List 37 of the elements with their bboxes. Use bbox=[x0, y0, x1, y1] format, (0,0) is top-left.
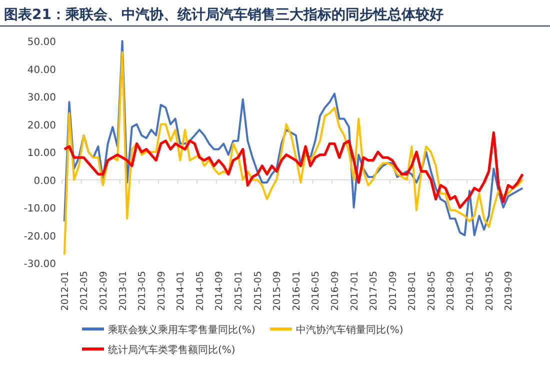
y-tick-label: -20.00 bbox=[24, 231, 56, 242]
x-tick-label: 2018-01 bbox=[407, 271, 418, 311]
x-tick-label: 2017-01 bbox=[349, 271, 360, 311]
y-tick-label: -30.00 bbox=[24, 259, 56, 270]
x-tick-label: 2014-05 bbox=[194, 271, 206, 311]
x-tick-label: 2014-09 bbox=[214, 271, 226, 311]
x-tick-label: 2012-05 bbox=[79, 271, 90, 311]
x-tick-label: 2013-01 bbox=[118, 271, 129, 311]
y-tick-label: 40.00 bbox=[27, 64, 56, 76]
title: 图表21：乘联会、中汽协、统计局汽车销售三大指标的同步性总体较好 bbox=[4, 7, 444, 23]
x-tick-label: 2015-01 bbox=[234, 271, 245, 311]
y-tick-label: 30.00 bbox=[27, 92, 56, 104]
legend-label: 乘联会狭义乘用车零售量同比(%) bbox=[108, 324, 256, 336]
x-tick-label: 2017-05 bbox=[368, 271, 380, 311]
x-tick-label: 2012-09 bbox=[98, 271, 110, 311]
x-tick-label: 2015-09 bbox=[272, 271, 284, 311]
x-tick-label: 2013-09 bbox=[156, 271, 168, 311]
y-tick-label: 0.00 bbox=[34, 176, 56, 187]
y-tick-label: 10.00 bbox=[27, 148, 56, 159]
x-tick-label: 2019-09 bbox=[504, 271, 515, 311]
x-tick-label: 2016-05 bbox=[310, 271, 322, 311]
x-tick-label: 2018-09 bbox=[446, 271, 457, 311]
x-tick-label: 2016-09 bbox=[330, 271, 341, 311]
y-tick-label: 20.00 bbox=[27, 120, 56, 132]
x-tick-label: 2016-01 bbox=[291, 271, 302, 311]
x-tick-label: 2017-09 bbox=[388, 271, 399, 311]
y-tick-label: 50.00 bbox=[27, 37, 56, 48]
x-tick-label: 2019-05 bbox=[484, 271, 496, 311]
legend-label: 中汽协汽车销量同比(%) bbox=[296, 324, 404, 336]
x-tick-label: 2019-01 bbox=[465, 271, 476, 311]
legend-label: 统计局汽车类零售额同比(%) bbox=[108, 344, 236, 356]
x-tick-label: 2013-05 bbox=[137, 271, 148, 311]
x-tick-label: 2014-01 bbox=[176, 271, 187, 311]
x-tick-label: 2015-05 bbox=[252, 271, 264, 311]
x-tick-label: 2018-05 bbox=[426, 271, 438, 311]
x-tick-label: 2012-01 bbox=[60, 271, 71, 311]
y-tick-label: -10.00 bbox=[24, 204, 56, 214]
